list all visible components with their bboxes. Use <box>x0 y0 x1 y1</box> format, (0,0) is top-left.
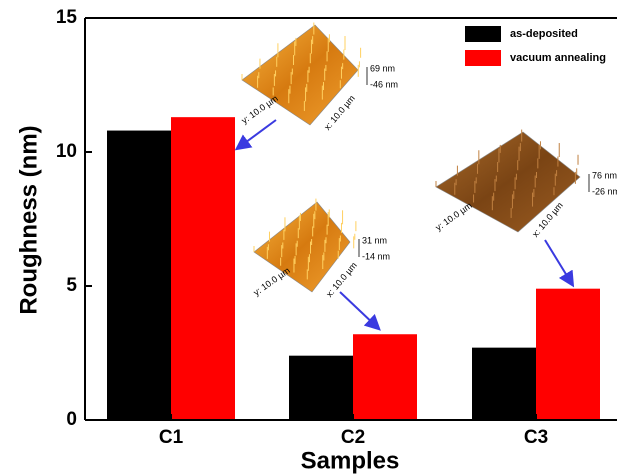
bar <box>107 130 171 420</box>
afm-surface <box>253 201 351 293</box>
y-axis-title: Roughness (nm) <box>15 125 42 314</box>
y-tick-label: 0 <box>66 409 77 430</box>
y-tick-label: 15 <box>56 7 78 28</box>
arrow <box>339 291 381 331</box>
x-tick-label: C2 <box>341 427 365 448</box>
x-tick-label: C1 <box>159 427 184 448</box>
bar <box>171 117 235 420</box>
z-min-label: -46 nm <box>370 79 398 89</box>
bar <box>353 334 417 420</box>
legend-swatch <box>465 26 501 42</box>
x-axis-title: Samples <box>301 447 400 474</box>
bar <box>289 355 353 420</box>
afm-surface <box>435 131 581 233</box>
legend-swatch <box>465 50 501 66</box>
z-min-label: -14 nm <box>362 251 390 261</box>
bar <box>536 288 600 420</box>
y-tick-label: 10 <box>56 141 77 162</box>
z-min-label: -26 nm <box>592 186 617 196</box>
arrow <box>544 239 575 288</box>
inset-y-axis-label: y: 10.0 µm <box>251 265 291 297</box>
x-tick-label: C3 <box>524 427 548 448</box>
z-max-label: 69 nm <box>370 63 395 73</box>
y-tick-label: 5 <box>66 275 77 296</box>
legend-label: vacuum annealing <box>510 52 606 64</box>
z-max-label: 76 nm <box>592 170 617 180</box>
bar <box>472 347 536 420</box>
inset-y-axis-label: y: 10.0 µm <box>433 200 473 232</box>
z-max-label: 31 nm <box>362 235 387 245</box>
legend-label: as-deposited <box>510 28 578 40</box>
arrow <box>234 119 277 151</box>
